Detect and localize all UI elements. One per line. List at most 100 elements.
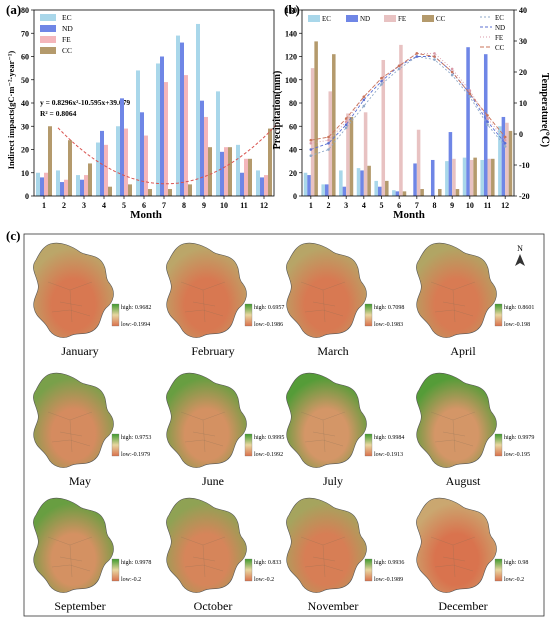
colorbar [111, 433, 120, 457]
temp-point-b-fe [327, 138, 330, 142]
beijing-map-shape [416, 372, 497, 468]
temp-point-b-nd [327, 142, 330, 145]
colorbar-high-label: high: 0.8601 [504, 305, 534, 311]
y-tick-label-a: 40 [21, 99, 29, 108]
temp-point-b-nd [380, 80, 383, 83]
legend-swatch-b-nd [346, 15, 358, 22]
month-label: August [446, 474, 481, 488]
temp-point-b-fe [486, 117, 489, 120]
colorbar-high-label: high: 0.98 [504, 560, 528, 566]
y-tick-label-b: 0 [293, 192, 297, 201]
x-tick-label-b: 12 [501, 201, 509, 210]
district-boundaries [430, 281, 476, 323]
bar-b-fe [328, 91, 333, 196]
beijing-map-shape [33, 497, 114, 593]
bar-b-nd [413, 163, 417, 196]
temp-point-b-cc [503, 135, 507, 139]
bar-a-nd [220, 151, 224, 196]
fit-line-a [57, 122, 279, 185]
legend-swatch-a-fe [40, 36, 56, 43]
colorbar-low-label: low:-0.1992 [254, 452, 283, 458]
colorbar-high-label: high: 0.9979 [504, 435, 534, 441]
temp-point-b-cc [486, 114, 489, 117]
bar-b-fe [487, 158, 492, 196]
month-map-july: high: 0.9984 low:-0.1913 July [286, 372, 404, 488]
month-map-june: high: 0.9995 low:-0.1992 June [166, 372, 284, 488]
month-map-february: high: 0.6957 low:-0.1986 February [166, 242, 284, 358]
bar-a-nd [60, 182, 64, 196]
bar-a-ec [116, 126, 120, 196]
bar-a-fe [124, 128, 128, 196]
bar-b-nd [466, 47, 470, 197]
bar-a-cc [128, 184, 132, 196]
bar-a-fe [84, 175, 88, 196]
bar-b-nd [430, 159, 435, 196]
temp-point-b-ec [380, 83, 383, 86]
x-tick-label-b: 8 [433, 201, 437, 210]
bar-a-cc [268, 128, 272, 196]
bar-a-ec [216, 91, 220, 196]
temp-point-b-fe [344, 120, 348, 123]
colorbar [244, 558, 253, 582]
y-tick-label-a: 50 [21, 76, 29, 85]
xlabel-b: Month [393, 209, 425, 221]
legend-swatch-a-nd [40, 25, 56, 32]
panel-label-a: (a) [6, 2, 21, 17]
x-tick-label-b: 7 [415, 201, 419, 210]
colorbar-high-label: high: 0.7098 [374, 305, 404, 311]
month-map-may: high: 0.9753 low:-0.1979 May [33, 372, 151, 488]
month-label: January [61, 344, 98, 358]
y-right-tick-label-b: 0 [519, 130, 523, 139]
line-legend-label-b-nd: ND [495, 24, 505, 32]
temp-line-b-fe [310, 52, 506, 144]
y-right-tick-label-b: 20 [519, 68, 527, 77]
bar-b-nd [395, 191, 400, 196]
bar-b-nd [342, 186, 347, 196]
colorbar [364, 558, 373, 582]
district-boundaries [300, 281, 346, 323]
x-tick-label-b: 5 [380, 201, 384, 210]
temp-point-b-cc [433, 55, 436, 58]
month-map-august: high: 0.9979 low:-0.195 August [416, 372, 534, 488]
bar-b-nd [377, 186, 382, 196]
temp-point-b-cc [327, 135, 330, 139]
month-map-december: high: 0.98 low:-0.2 December [416, 497, 528, 613]
y-tick-label-a: 80 [21, 6, 29, 15]
bar-b-ec [498, 126, 502, 196]
x-tick-label-a: 9 [202, 201, 206, 210]
district-boundaries [430, 411, 476, 453]
x-tick-label-a: 6 [142, 201, 146, 210]
bar-a-ec [236, 144, 240, 196]
bar-b-ec [321, 184, 325, 196]
bar-b-cc [402, 191, 407, 196]
chart-a: (a) Indirect impacts(gC·m⁻²·year⁻¹) Mont… [6, 2, 279, 221]
x-tick-label-a: 7 [162, 201, 166, 210]
bar-b-fe [381, 59, 386, 196]
bar-a-fe [244, 158, 248, 196]
month-label: October [194, 599, 233, 613]
legend-label-b-nd: ND [360, 15, 370, 23]
colorbar [494, 433, 503, 457]
temp-point-b-fe [503, 138, 507, 142]
bar-a-nd [40, 177, 44, 196]
annotation-r2: R² = 0.8064 [40, 109, 77, 118]
legend-label-a-fe: FE [62, 35, 71, 44]
bar-a-fe [224, 147, 228, 196]
temp-point-b-ec [503, 145, 507, 148]
legend-swatch-b-ec [308, 15, 320, 22]
bar-a-fe [144, 135, 148, 196]
bar-b-ec [356, 168, 361, 196]
beijing-map-shape [416, 497, 497, 593]
legend-swatch-a-cc [40, 47, 56, 54]
map-grid: high: 0.9682 low:-0.1994 January high: 0.69… [33, 242, 534, 613]
temp-point-b-ec [433, 58, 436, 61]
temp-point-b-fe [309, 142, 313, 145]
colorbar-low-label: low:-0.1979 [121, 452, 150, 458]
bar-b-cc [455, 189, 460, 196]
colorbar-low-label: low:-0.195 [504, 452, 530, 458]
legend-swatch-b-cc [422, 15, 434, 22]
x-tick-label-a: 8 [182, 201, 186, 210]
colorbar-high-label: high: 0.9682 [121, 305, 151, 311]
bar-a-ec [76, 175, 80, 196]
x-tick-label-a: 1 [42, 201, 46, 210]
